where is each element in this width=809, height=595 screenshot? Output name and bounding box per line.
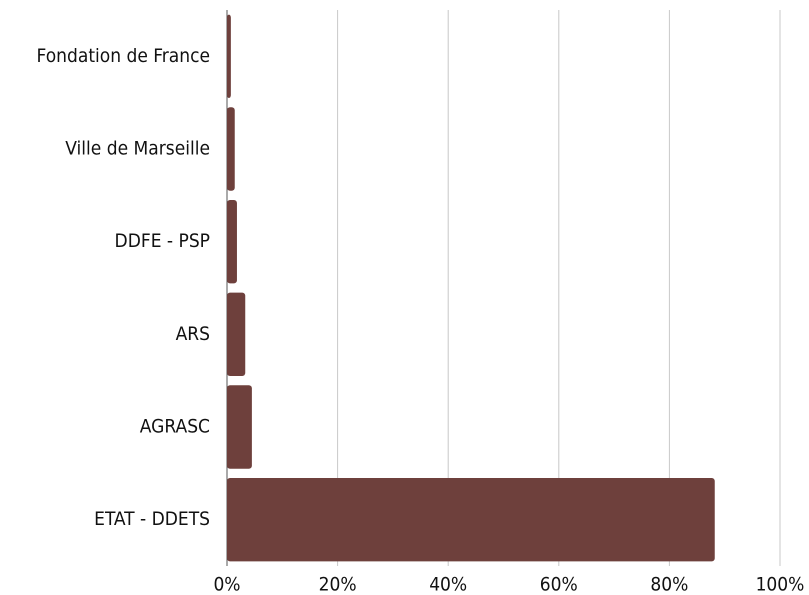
bar: [227, 292, 246, 377]
x-tick-label: 60%: [540, 574, 578, 595]
x-tick-label: 100%: [756, 574, 805, 595]
x-tick-label: 20%: [319, 574, 357, 595]
x-tick-label: 0%: [213, 574, 240, 595]
y-tick-label: Fondation de France: [37, 45, 210, 67]
bar: [227, 477, 715, 562]
bar: [227, 107, 235, 191]
x-tick-label: 80%: [650, 574, 688, 595]
y-tick-label: DDFE - PSP: [115, 230, 210, 252]
y-tick-label: Ville de Marseille: [65, 138, 210, 160]
x-tick-label: 40%: [429, 574, 467, 595]
bar: [227, 385, 252, 469]
y-tick-label: AGRASC: [140, 416, 210, 438]
y-tick-label: ARS: [176, 323, 210, 345]
bar: [227, 199, 237, 284]
bar: [227, 14, 231, 99]
y-tick-label: ETAT - DDETS: [94, 508, 210, 530]
